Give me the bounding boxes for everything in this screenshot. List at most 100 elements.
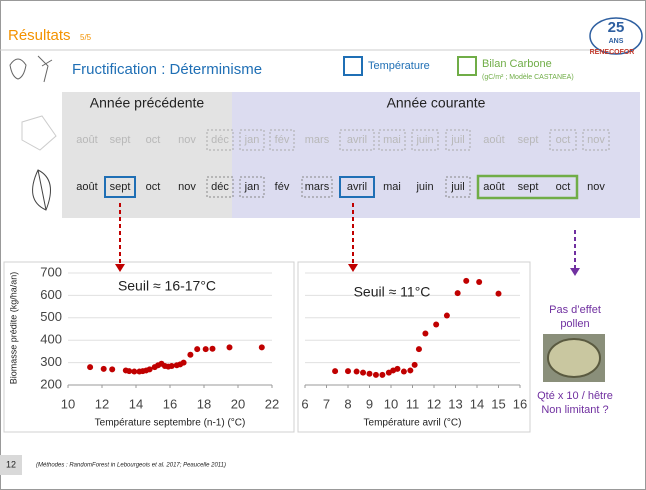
month: oct xyxy=(556,134,571,146)
point xyxy=(332,368,338,374)
logo-number: 25 xyxy=(608,19,625,36)
month: sept xyxy=(518,181,539,193)
y-tick-label: 700 xyxy=(40,264,62,279)
month: mars xyxy=(305,181,330,193)
point xyxy=(433,322,439,328)
x-tick-label: 6 xyxy=(301,396,308,411)
month: nov xyxy=(178,181,196,193)
point xyxy=(463,278,469,284)
month: mai xyxy=(383,181,401,193)
month: oct xyxy=(146,134,161,146)
month: nov xyxy=(587,134,605,146)
legend-note: (gC/m² ; Modèle CASTANEA) xyxy=(482,74,574,81)
slide: Résultats 5/5 25 ANS RENECOFOR Fructific… xyxy=(0,0,646,490)
previous-year-region xyxy=(62,92,232,218)
month: sept xyxy=(110,134,131,146)
point xyxy=(194,346,200,352)
point xyxy=(147,366,153,372)
page-number: 12 xyxy=(6,459,16,469)
point xyxy=(87,364,93,370)
point xyxy=(394,366,400,372)
pollen-grain xyxy=(548,339,600,377)
point xyxy=(210,346,216,352)
point xyxy=(101,366,107,372)
month: nov xyxy=(587,181,605,193)
x-tick-label: 14 xyxy=(470,396,484,411)
x-tick-label: 8 xyxy=(344,396,351,411)
point xyxy=(367,371,373,377)
slide-page: 5/5 xyxy=(80,33,92,42)
current-year-region xyxy=(232,92,640,218)
month: sept xyxy=(518,134,539,146)
month: déc xyxy=(211,134,229,146)
y-axis-label: Biomasse prédite (kg/ha/an) xyxy=(8,272,18,385)
logo-text: RENECOFOR xyxy=(590,49,635,56)
y-tick-label: 400 xyxy=(40,332,62,347)
point xyxy=(407,367,413,373)
point xyxy=(187,352,193,358)
note: Qté x 10 / hêtre xyxy=(537,390,613,402)
point xyxy=(416,346,422,352)
note: Pas d’effet xyxy=(549,304,601,316)
point xyxy=(412,362,418,368)
annotation: Seuil ≈ 11°C xyxy=(354,284,431,300)
month: oct xyxy=(556,181,571,193)
month: oct xyxy=(146,181,161,193)
point xyxy=(126,368,132,374)
point xyxy=(496,291,502,297)
point xyxy=(444,313,450,319)
month: avril xyxy=(347,134,367,146)
y-tick-label: 200 xyxy=(40,376,62,391)
month: jan xyxy=(244,134,260,146)
subtitle: Fructification : Déterminisme xyxy=(72,61,262,78)
chart: 678910111213141516Température avril (°C)… xyxy=(298,262,530,432)
point xyxy=(345,368,351,374)
x-tick-label: 9 xyxy=(366,396,373,411)
point xyxy=(476,279,482,285)
point xyxy=(109,366,115,372)
x-tick-label: 10 xyxy=(384,396,398,411)
period-label: Année précédente xyxy=(90,95,205,111)
legend-label: Bilan Carbone xyxy=(482,58,552,70)
month: juin xyxy=(415,181,433,193)
point xyxy=(401,369,407,375)
annotation: Seuil ≈ 16-17°C xyxy=(118,278,216,294)
month: sept xyxy=(110,181,131,193)
month: mars xyxy=(305,134,330,146)
point xyxy=(379,372,385,378)
point xyxy=(181,360,187,366)
point xyxy=(354,369,360,375)
month: nov xyxy=(178,134,196,146)
month: août xyxy=(76,134,97,146)
x-tick-label: 16 xyxy=(163,396,177,411)
month: fév xyxy=(275,181,290,193)
x-tick-label: 12 xyxy=(427,396,441,411)
y-tick-label: 500 xyxy=(40,309,62,324)
point xyxy=(259,344,265,350)
month: juin xyxy=(415,134,433,146)
month: déc xyxy=(211,181,229,193)
point xyxy=(227,344,233,350)
y-tick-label: 600 xyxy=(40,287,62,302)
logo-text: ANS xyxy=(609,38,624,45)
x-axis-label: Température avril (°C) xyxy=(364,418,462,429)
x-tick-label: 10 xyxy=(61,396,75,411)
y-tick-label: 300 xyxy=(40,354,62,369)
legend-label: Température xyxy=(368,60,430,72)
note: Non limitant ? xyxy=(541,404,608,416)
x-tick-label: 11 xyxy=(406,396,420,411)
x-tick-label: 18 xyxy=(197,396,211,411)
point xyxy=(360,370,366,376)
month: août xyxy=(483,134,504,146)
period-label: Année courante xyxy=(387,95,486,111)
month: mai xyxy=(383,134,401,146)
month: fév xyxy=(275,134,290,146)
x-axis-label: Température septembre (n-1) (°C) xyxy=(95,418,246,429)
x-tick-label: 13 xyxy=(448,396,462,411)
month: avril xyxy=(347,181,367,193)
month: août xyxy=(76,181,97,193)
x-tick-label: 22 xyxy=(265,396,279,411)
x-tick-label: 14 xyxy=(129,396,143,411)
slide-title: Résultats xyxy=(8,27,71,44)
